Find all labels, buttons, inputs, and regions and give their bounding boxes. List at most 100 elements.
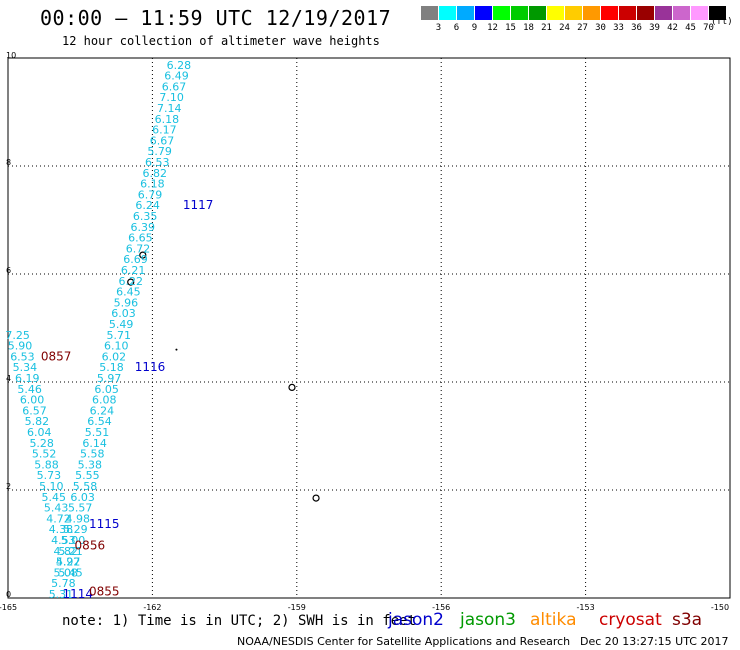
lat-tick-label: 0	[6, 590, 11, 599]
wave-height-value: 6.69	[123, 253, 148, 266]
colorbar-label: 33	[613, 23, 624, 33]
map-title: 00:00 – 11:59 UTC 12/19/2017	[40, 6, 392, 30]
colorbar-swatch	[583, 6, 600, 20]
colorbar-label: 6	[453, 23, 460, 33]
wave-height-value: 5.78	[51, 577, 76, 590]
island-outline	[139, 251, 147, 259]
wave-height-value: 7.10	[159, 91, 184, 104]
wave-height-value: 5.57	[68, 502, 93, 515]
mission-altika: altika	[530, 610, 577, 630]
wave-height-value: 7.14	[157, 102, 182, 115]
wave-height-value: 5.71	[106, 329, 131, 342]
pass-time-label: 1117	[183, 198, 214, 212]
colorbar-swatch	[601, 6, 618, 20]
wave-height-value: 5.73	[37, 469, 62, 482]
wave-height-value: 5.79	[147, 145, 172, 158]
colorbar-swatch	[691, 6, 708, 20]
island-outline	[127, 278, 135, 286]
wave-height-value: 4.82	[54, 545, 79, 558]
wave-height-value: 5.28	[29, 437, 54, 450]
colorbar-swatch	[565, 6, 582, 20]
wave-height-value: 7.25	[5, 329, 30, 342]
wave-height-value: 5.46	[17, 383, 42, 396]
island-outline	[288, 383, 296, 391]
colorbar-label: 45	[685, 23, 696, 33]
wave-height-value: 5.82	[25, 415, 50, 428]
colorbar-label: 70	[703, 23, 714, 33]
wave-height-value: 6.02	[102, 350, 127, 363]
wave-height-value: 5.00	[61, 534, 86, 547]
wave-height-value: 6.57	[22, 404, 47, 417]
wave-height-value: 6.14	[82, 437, 107, 450]
wave-height-value: 5.90	[8, 340, 33, 353]
lon-tick-label: -159	[288, 603, 306, 612]
lon-tick-label: -153	[577, 603, 595, 612]
wave-height-value: 6.22	[118, 275, 143, 288]
mission-cryosat: cryosat	[599, 610, 662, 630]
wave-height-value: 6.05	[94, 383, 119, 396]
colorbar-label: 9	[471, 23, 478, 33]
wave-height-value: 5.18	[99, 361, 124, 374]
wave-height-value: 6.17	[152, 124, 177, 137]
wave-height-value: 6.79	[138, 188, 163, 201]
wave-height-value: 6.18	[155, 113, 180, 126]
wave-height-value: 5.55	[75, 469, 100, 482]
wave-height-value: 6.53	[145, 156, 170, 169]
wave-height-value: 6.72	[126, 242, 151, 255]
wave-height-value: 6.00	[20, 394, 45, 407]
wave-height-value: 5.43	[44, 502, 69, 515]
wave-height-value: 4.98	[66, 512, 91, 525]
wave-height-value: 6.03	[111, 307, 136, 320]
island-outline	[312, 494, 320, 502]
map-subtitle: 12 hour collection of altimeter wave hei…	[62, 34, 380, 48]
wave-height-value: 6.49	[164, 70, 189, 83]
wave-height-value: 6.45	[116, 286, 141, 299]
lat-tick-label: 4	[6, 374, 11, 383]
colorbar-swatch	[637, 6, 654, 20]
wave-height-value: 5.51	[85, 426, 110, 439]
colorbar-swatch	[457, 6, 474, 20]
colorbar-swatch	[421, 6, 438, 20]
wave-height-value: 5.34	[13, 361, 38, 374]
wave-height-value: 5.38	[78, 458, 103, 471]
colorbar-label: 3	[435, 23, 442, 33]
wave-height-value: 6.67	[162, 80, 187, 93]
colorbar-swatch	[493, 6, 510, 20]
wave-height-value: 5.45	[58, 566, 83, 579]
pass-time-label: 1115	[89, 517, 120, 531]
wave-height-value: 6.28	[167, 59, 192, 72]
pass-time-label: 0855	[89, 584, 120, 598]
wave-height-value: 6.67	[150, 134, 175, 147]
wave-height-value: 5.29	[63, 523, 88, 536]
wave-height-value: 5.97	[97, 372, 122, 385]
colorbar-swatch	[511, 6, 528, 20]
lon-tick-label: -156	[432, 603, 450, 612]
wave-height-value: 5.49	[109, 318, 134, 331]
credit-line: NOAA/NESDIS Center for Satellite Applica…	[237, 635, 571, 648]
wave-height-value: 4.92	[56, 556, 81, 569]
wave-height-value: 6.53	[10, 350, 35, 363]
wave-height-value: 5.10	[39, 480, 64, 493]
wave-height-value: 5.58	[73, 480, 98, 493]
wave-height-value: 5.52	[32, 448, 57, 461]
wave-height-value: 6.24	[135, 199, 160, 212]
colorbar-label: 21	[541, 23, 552, 33]
wave-height-value: 6.24	[90, 404, 115, 417]
wave-height-value: 5.45	[41, 491, 66, 504]
wave-height-value: 4.38	[49, 523, 74, 536]
colorbar-label: 15	[505, 23, 516, 33]
wave-height-value: 6.54	[87, 415, 112, 428]
mission-s3a: s3a	[672, 610, 703, 630]
colorbar-swatch	[655, 6, 672, 20]
map-border	[7, 57, 731, 599]
wave-height-value: 6.65	[128, 232, 153, 245]
colorbar-swatch	[673, 6, 690, 20]
lon-tick-label: -162	[143, 603, 161, 612]
colorbar-swatch	[529, 6, 546, 20]
colorbar-swatch	[709, 6, 726, 20]
lat-tick-label: 8	[6, 158, 11, 167]
colorbar-swatch	[547, 6, 564, 20]
wave-height-value: 4.53	[51, 534, 76, 547]
colorbar-swatch	[439, 6, 456, 20]
